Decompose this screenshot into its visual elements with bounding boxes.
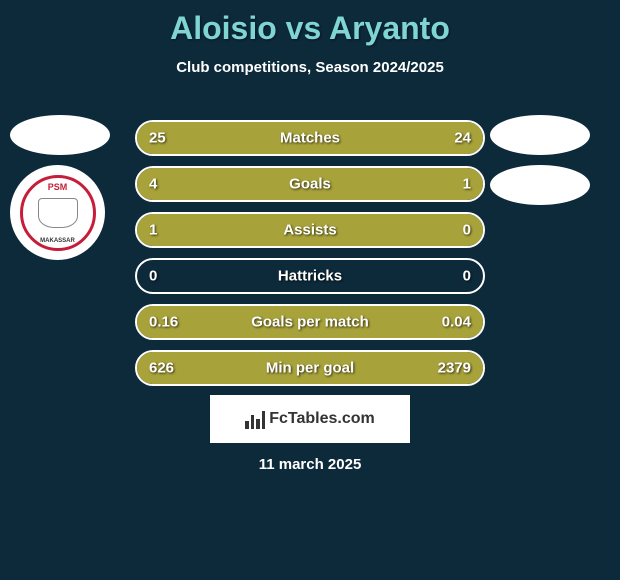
left-logo-circle: PSM MAKASSAR	[10, 165, 105, 260]
stat-bar-fill-right	[414, 168, 483, 200]
left-team-logos: PSM MAKASSAR	[10, 115, 120, 260]
stat-value-right: 24	[454, 130, 471, 147]
psm-logo-inner: PSM MAKASSAR	[20, 175, 96, 251]
stats-container: 25 Matches 24 4 Goals 1 1 Assists 0 0	[135, 120, 485, 396]
stat-value-left: 0.16	[149, 314, 178, 331]
stat-label: Matches	[280, 130, 340, 147]
subtitle: Club competitions, Season 2024/2025	[0, 59, 620, 76]
chart-icon	[245, 409, 265, 429]
page-title: Aloisio vs Aryanto	[0, 0, 620, 47]
footer-brand: FcTables.com	[245, 409, 375, 429]
stat-bar-fill-left	[137, 214, 414, 246]
stat-value-right: 0.04	[442, 314, 471, 331]
stat-label: Assists	[283, 222, 336, 239]
psm-logo-text: PSM	[48, 182, 68, 192]
stat-row-min-per-goal: 626 Min per goal 2379	[135, 350, 485, 386]
footer-brand-text: FcTables.com	[269, 410, 375, 428]
ship-icon	[38, 198, 78, 228]
stat-value-right: 0	[463, 222, 471, 239]
comparison-container: Aloisio vs Aryanto Club competitions, Se…	[0, 0, 620, 580]
stat-row-hattricks: 0 Hattricks 0	[135, 258, 485, 294]
stat-label: Goals per match	[251, 314, 369, 331]
left-logo-ellipse	[10, 115, 110, 155]
stat-row-assists: 1 Assists 0	[135, 212, 485, 248]
stat-row-goals: 4 Goals 1	[135, 166, 485, 202]
right-logo-ellipse-1	[490, 115, 590, 155]
stat-value-left: 25	[149, 130, 166, 147]
stat-value-left: 4	[149, 176, 157, 193]
footer-brand-box: FcTables.com	[210, 395, 410, 443]
stat-label: Hattricks	[278, 268, 342, 285]
stat-value-right: 2379	[438, 360, 471, 377]
psm-logo-subtext: MAKASSAR	[40, 238, 75, 244]
stat-row-goals-per-match: 0.16 Goals per match 0.04	[135, 304, 485, 340]
stat-value-left: 626	[149, 360, 174, 377]
stat-value-right: 0	[463, 268, 471, 285]
stat-value-left: 0	[149, 268, 157, 285]
stat-bar-fill-left	[137, 168, 414, 200]
stat-value-right: 1	[463, 176, 471, 193]
right-team-logos	[490, 115, 600, 215]
stat-row-matches: 25 Matches 24	[135, 120, 485, 156]
stat-value-left: 1	[149, 222, 157, 239]
stat-label: Goals	[289, 176, 331, 193]
right-logo-ellipse-2	[490, 165, 590, 205]
date-text: 11 march 2025	[259, 456, 362, 473]
stat-bar-fill-right	[414, 214, 483, 246]
stat-label: Min per goal	[266, 360, 354, 377]
